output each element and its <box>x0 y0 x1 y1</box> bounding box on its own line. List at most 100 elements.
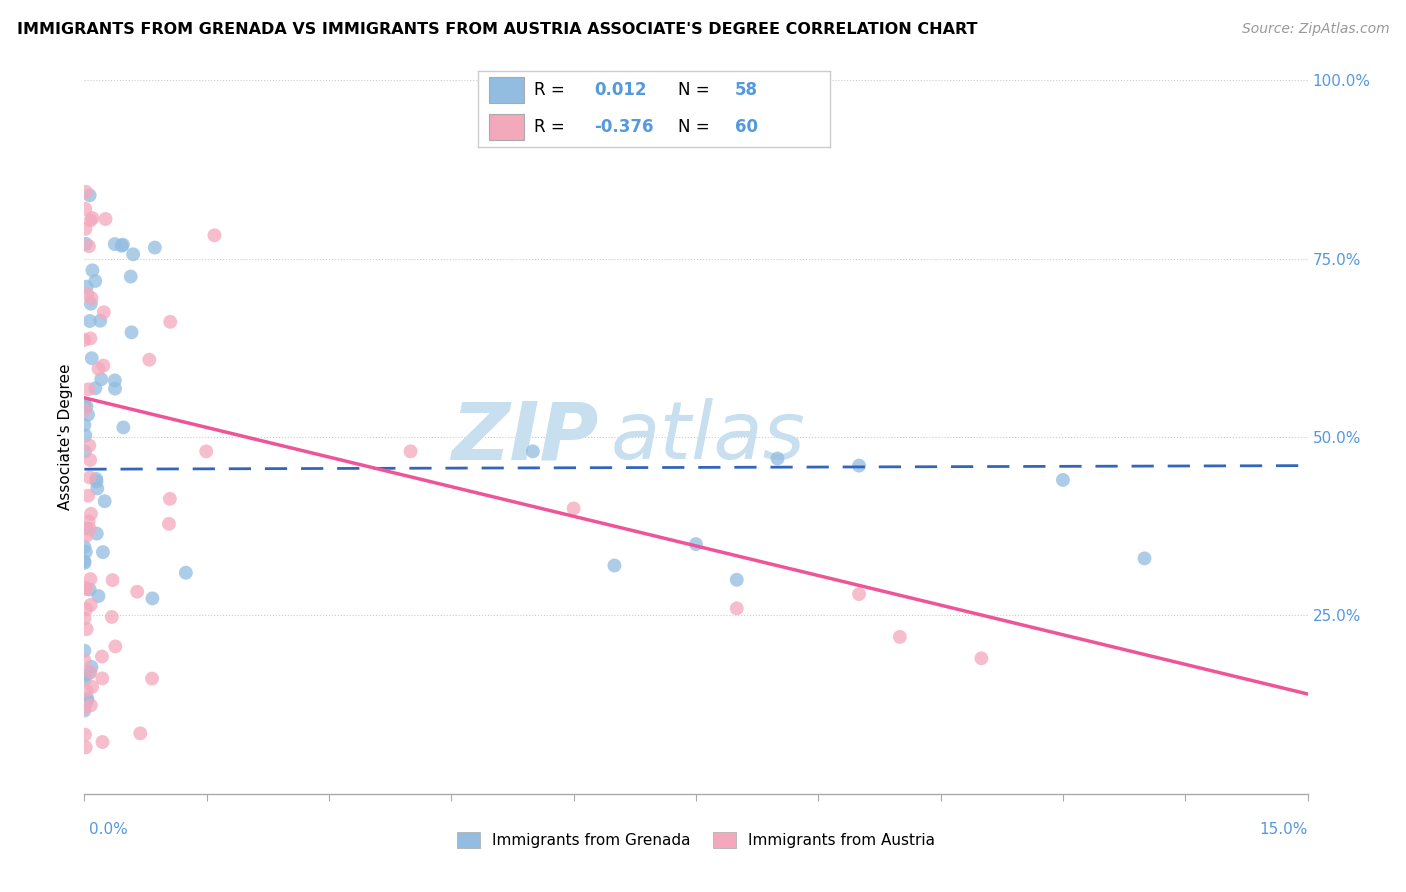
Point <box>75 545 97 559</box>
Point <box>79 470 101 484</box>
Point <box>73 653 96 667</box>
Point <box>73 673 96 687</box>
Point <box>75 602 97 616</box>
Point <box>104 237 127 252</box>
Legend: Immigrants from Grenada, Immigrants from Austria: Immigrants from Grenada, Immigrants from… <box>450 826 942 854</box>
Point <box>82 211 104 225</box>
Point <box>79 331 101 345</box>
Point <box>79 213 101 227</box>
Point <box>80 351 103 366</box>
Point <box>73 333 96 347</box>
Point <box>159 315 181 329</box>
Point <box>76 522 98 536</box>
Point <box>138 352 160 367</box>
Text: 58: 58 <box>734 81 758 99</box>
Text: ZIP: ZIP <box>451 398 598 476</box>
Text: atlas: atlas <box>610 398 806 476</box>
Point <box>82 263 104 277</box>
Point <box>120 269 142 284</box>
Point <box>80 598 103 612</box>
Text: N =: N = <box>678 118 710 136</box>
Point <box>110 238 132 252</box>
Point <box>79 665 101 680</box>
Point <box>725 573 748 587</box>
Point <box>93 494 115 508</box>
Point <box>562 501 585 516</box>
Point <box>73 669 96 683</box>
Point <box>75 582 97 596</box>
Text: 0.012: 0.012 <box>595 81 647 99</box>
Point <box>75 202 97 216</box>
Point <box>399 444 422 458</box>
Point <box>86 526 108 541</box>
Point <box>79 453 101 467</box>
Point <box>73 581 96 595</box>
Point <box>76 622 98 636</box>
Point <box>94 212 117 227</box>
Point <box>79 572 101 586</box>
Point <box>522 444 544 458</box>
Point <box>73 554 96 568</box>
Point <box>76 683 98 698</box>
Point <box>75 222 97 236</box>
Point <box>80 660 103 674</box>
Point <box>86 475 108 489</box>
Point <box>73 444 96 458</box>
Point <box>91 672 114 686</box>
Point <box>157 516 180 531</box>
Point <box>76 528 98 542</box>
Point <box>104 382 127 396</box>
Point <box>104 640 127 654</box>
Text: 0.0%: 0.0% <box>89 822 128 837</box>
Point <box>143 240 166 254</box>
Point <box>603 558 626 573</box>
Point <box>73 398 96 412</box>
Text: 60: 60 <box>734 118 758 136</box>
Point <box>93 359 115 373</box>
Point <box>73 728 96 742</box>
Point <box>90 372 112 386</box>
Point <box>77 239 100 253</box>
Point <box>91 649 114 664</box>
Point <box>75 740 97 755</box>
Point <box>121 326 143 340</box>
Point <box>73 417 96 432</box>
Point <box>1133 551 1156 566</box>
Point <box>112 420 135 434</box>
Text: -0.376: -0.376 <box>595 118 654 136</box>
Point <box>79 438 101 452</box>
Point <box>889 630 911 644</box>
Text: R =: R = <box>534 118 565 136</box>
Point <box>79 314 101 328</box>
Point <box>89 314 111 328</box>
Point <box>80 698 103 713</box>
Point <box>79 665 101 679</box>
Point <box>73 643 96 657</box>
Text: IMMIGRANTS FROM GRENADA VS IMMIGRANTS FROM AUSTRIA ASSOCIATE'S DEGREE CORRELATIO: IMMIGRANTS FROM GRENADA VS IMMIGRANTS FR… <box>17 22 977 37</box>
Point <box>970 651 993 665</box>
Point <box>195 444 218 458</box>
Point <box>77 514 100 528</box>
Point <box>141 672 163 686</box>
Text: N =: N = <box>678 81 710 99</box>
Point <box>79 582 101 597</box>
Point <box>73 704 96 718</box>
Point <box>848 458 870 473</box>
Point <box>848 587 870 601</box>
Point <box>73 611 96 625</box>
Point <box>129 726 152 740</box>
Point <box>77 382 100 396</box>
Point <box>73 701 96 715</box>
Point <box>204 228 226 243</box>
Point <box>141 591 163 606</box>
Point <box>75 428 97 442</box>
Point <box>76 279 98 293</box>
Point <box>87 361 110 376</box>
Point <box>127 584 149 599</box>
Point <box>73 540 96 554</box>
Text: 15.0%: 15.0% <box>1260 822 1308 837</box>
Point <box>76 400 98 414</box>
Point <box>76 691 98 706</box>
Point <box>91 735 114 749</box>
Point <box>80 507 103 521</box>
